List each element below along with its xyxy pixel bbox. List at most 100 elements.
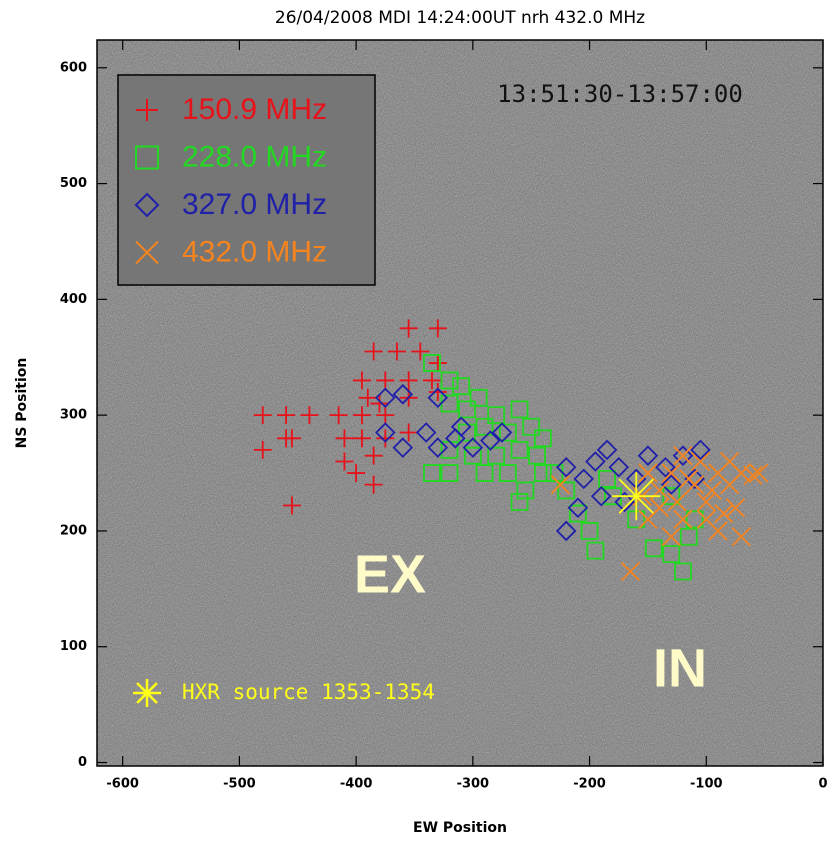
point	[696, 509, 716, 530]
y-tick-label: 400	[60, 292, 87, 307]
point	[580, 522, 599, 540]
point	[440, 464, 459, 482]
point	[428, 354, 447, 373]
point	[567, 497, 589, 519]
y-tick-label: 100	[60, 639, 87, 654]
point	[510, 440, 529, 459]
point	[545, 464, 564, 482]
point	[673, 446, 693, 466]
point	[411, 342, 430, 361]
y-tick-label: 600	[60, 60, 87, 75]
point	[684, 468, 705, 490]
point	[555, 456, 577, 478]
point	[612, 472, 661, 521]
point	[596, 439, 618, 461]
x-tick-label: 0	[818, 777, 827, 792]
point	[399, 371, 418, 390]
x-tick-label: -300	[457, 777, 490, 792]
point	[498, 423, 517, 442]
point	[392, 384, 414, 405]
point	[510, 400, 529, 419]
point	[376, 429, 395, 448]
point	[667, 492, 687, 512]
point	[376, 406, 395, 425]
point	[614, 491, 635, 513]
point	[661, 527, 681, 547]
point	[329, 406, 348, 425]
annotation: EX	[354, 544, 426, 604]
point	[528, 446, 546, 465]
point	[731, 527, 751, 547]
time-range: 13:51:30-13:57:00	[497, 80, 743, 108]
point	[491, 422, 513, 443]
point	[590, 485, 612, 507]
point	[696, 492, 716, 512]
legend-marker	[136, 99, 158, 121]
point	[415, 422, 437, 443]
point	[364, 342, 383, 361]
point	[690, 439, 711, 461]
point	[749, 463, 769, 483]
point	[450, 416, 472, 438]
point	[661, 463, 681, 483]
point	[462, 437, 484, 458]
point	[480, 430, 501, 451]
legend-marker	[135, 145, 159, 170]
point	[585, 451, 606, 472]
point	[604, 487, 622, 506]
x-tick-label: -200	[573, 777, 606, 792]
point	[557, 481, 576, 500]
point	[660, 474, 682, 495]
point	[620, 561, 641, 582]
point	[522, 417, 541, 436]
point	[725, 498, 746, 518]
point	[427, 387, 449, 409]
point	[719, 451, 740, 472]
point	[387, 342, 406, 361]
legend-marker	[135, 240, 159, 265]
point	[399, 423, 418, 442]
point	[375, 387, 396, 409]
point	[649, 498, 670, 518]
x-tick-label: -400	[340, 777, 373, 792]
point	[586, 541, 605, 560]
x-tick-label: -600	[106, 777, 139, 792]
point	[568, 504, 587, 523]
point	[300, 406, 319, 425]
point	[638, 463, 658, 483]
x-tick-label: -500	[223, 777, 256, 792]
point	[335, 429, 354, 448]
chart-title: 26/04/2008 MDI 14:24:00UT nrh 432.0 MHz	[275, 8, 645, 28]
legend-label: 150.9 MHz	[182, 93, 327, 126]
point	[487, 446, 506, 465]
point	[655, 456, 676, 478]
point	[714, 503, 734, 524]
y-tick-label: 300	[60, 408, 87, 423]
point	[662, 545, 681, 564]
point	[352, 406, 371, 425]
legend-label: 228.0 MHz	[182, 140, 327, 173]
point	[253, 406, 272, 425]
hxr-legend-label: HXR source 1353-1354	[182, 680, 435, 704]
point	[423, 464, 441, 482]
point	[690, 451, 711, 472]
point	[422, 371, 441, 390]
y-axis-label: NS Position	[14, 358, 30, 449]
point	[277, 406, 296, 425]
point	[672, 445, 694, 466]
point	[608, 456, 630, 478]
point	[352, 371, 371, 390]
point	[573, 468, 594, 490]
point	[533, 429, 552, 448]
point	[463, 446, 482, 465]
point	[428, 383, 447, 401]
point	[440, 394, 459, 413]
point	[475, 464, 494, 482]
x-axis-label: EW Position	[413, 820, 507, 836]
y-tick-label: 500	[60, 176, 87, 191]
point	[452, 377, 471, 396]
point	[637, 445, 659, 466]
point	[702, 480, 722, 501]
point	[399, 319, 418, 338]
